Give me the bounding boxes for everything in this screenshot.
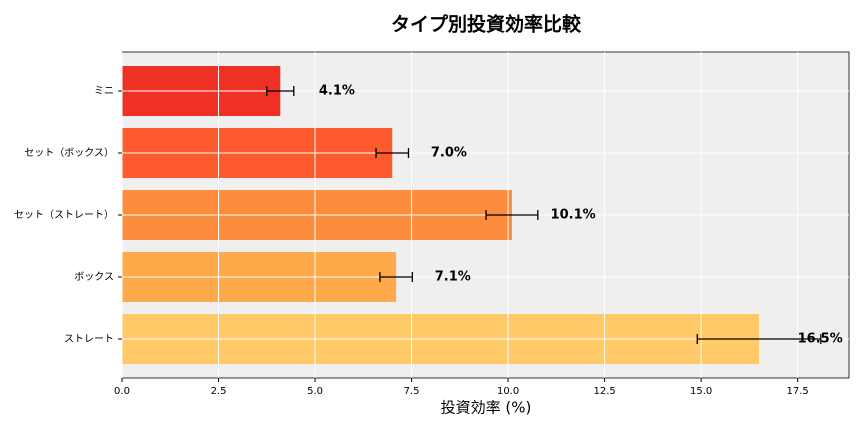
value-label: 7.0%	[431, 146, 467, 161]
x-tick-label: 10.0	[497, 386, 519, 397]
x-tick-label: 7.5	[404, 386, 420, 397]
value-label: 10.1%	[551, 208, 596, 223]
y-tick-label: ボックス	[74, 271, 114, 283]
x-tick-label: 2.5	[211, 386, 227, 397]
y-tick-label: ストレート	[64, 334, 114, 345]
x-tick-label: 17.5	[787, 386, 809, 397]
x-axis-label: 投資効率 (%)	[441, 399, 532, 417]
value-label: 7.1%	[435, 270, 471, 285]
value-label: 4.1%	[319, 84, 355, 99]
value-label: 16.5%	[798, 332, 843, 347]
chart-title: タイプ別投資効率比較	[391, 13, 582, 36]
x-tick-label: 12.5	[593, 386, 615, 397]
y-tick-label: ミニ	[94, 86, 114, 97]
x-tick-label: 15.0	[690, 386, 712, 397]
y-tick-label: セット（ボックス）	[24, 147, 114, 159]
x-tick-label: 0.0	[114, 386, 130, 397]
y-tick-label: セット（ストレート）	[14, 209, 114, 221]
x-tick-label: 5.0	[307, 386, 323, 397]
